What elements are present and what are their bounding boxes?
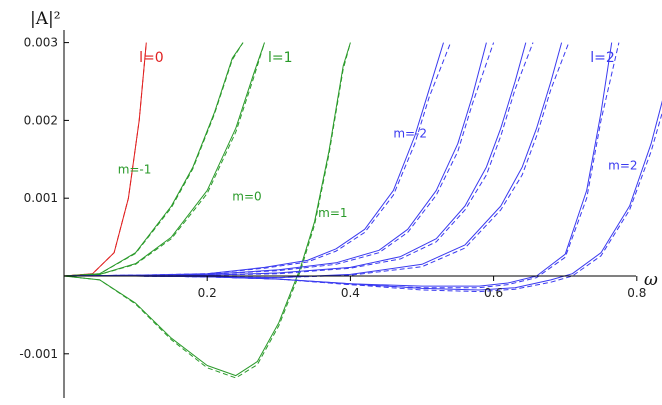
y-axis-label: |A|² <box>30 9 61 29</box>
series-l2-dashed-line <box>64 42 570 279</box>
series-l2-dashed-line <box>64 42 620 289</box>
series-l2-solid-line <box>63 42 487 277</box>
curve-annotation: l=0 <box>139 50 164 66</box>
series-l2-dashed-line <box>64 42 534 277</box>
x-tick-label: 0.2 <box>198 286 217 300</box>
series-l1-solid-line <box>63 42 265 277</box>
curve-annotation: m=0 <box>232 190 261 204</box>
series-l2-solid-line <box>64 42 527 277</box>
curve-labels-layer: l=0 l=1 l=2 m=-1 m=0 m=1 m=-2 m=2 <box>118 50 638 220</box>
y-tick-label: -0.001 <box>19 347 58 361</box>
curves-layer <box>63 42 662 379</box>
series-l2-dashed-line <box>64 111 662 293</box>
y-tick-label: 0.002 <box>24 113 58 127</box>
series-l2-dashed-line <box>63 42 452 277</box>
series-l1-dashed-line <box>63 42 244 277</box>
x-tick-label: 0.4 <box>341 286 360 300</box>
series-l1-solid-line <box>63 42 244 277</box>
curve-annotation: m=-1 <box>118 162 152 176</box>
curve-annotation: m=1 <box>318 206 347 220</box>
ticks-layer: 0.2 0.4 0.6 0.8 0.003 0.002 0.001 -0.001 <box>19 36 646 361</box>
series-l2-solid-line <box>64 100 662 291</box>
series-l2-dashed-line <box>63 42 495 277</box>
series-l0-dashed-line <box>63 42 147 277</box>
series-l1-dashed-line <box>63 42 265 277</box>
curve-annotation: l=1 <box>268 50 293 66</box>
y-tick-label: 0.003 <box>24 36 58 50</box>
x-axis-label: ω <box>644 270 658 290</box>
series-l2-solid-line <box>64 42 563 279</box>
axes-layer: |A|² ω <box>30 9 658 398</box>
series-l1-solid-line <box>63 42 351 377</box>
series-l1-dashed-line <box>63 42 351 379</box>
curve-annotation: l=2 <box>590 50 615 66</box>
curve-annotation: m=-2 <box>393 127 427 141</box>
x-tick-label: 0.6 <box>484 286 503 300</box>
y-tick-label: 0.001 <box>24 191 58 205</box>
x-tick-label: 0.8 <box>627 286 646 300</box>
curve-annotation: m=2 <box>608 158 637 172</box>
